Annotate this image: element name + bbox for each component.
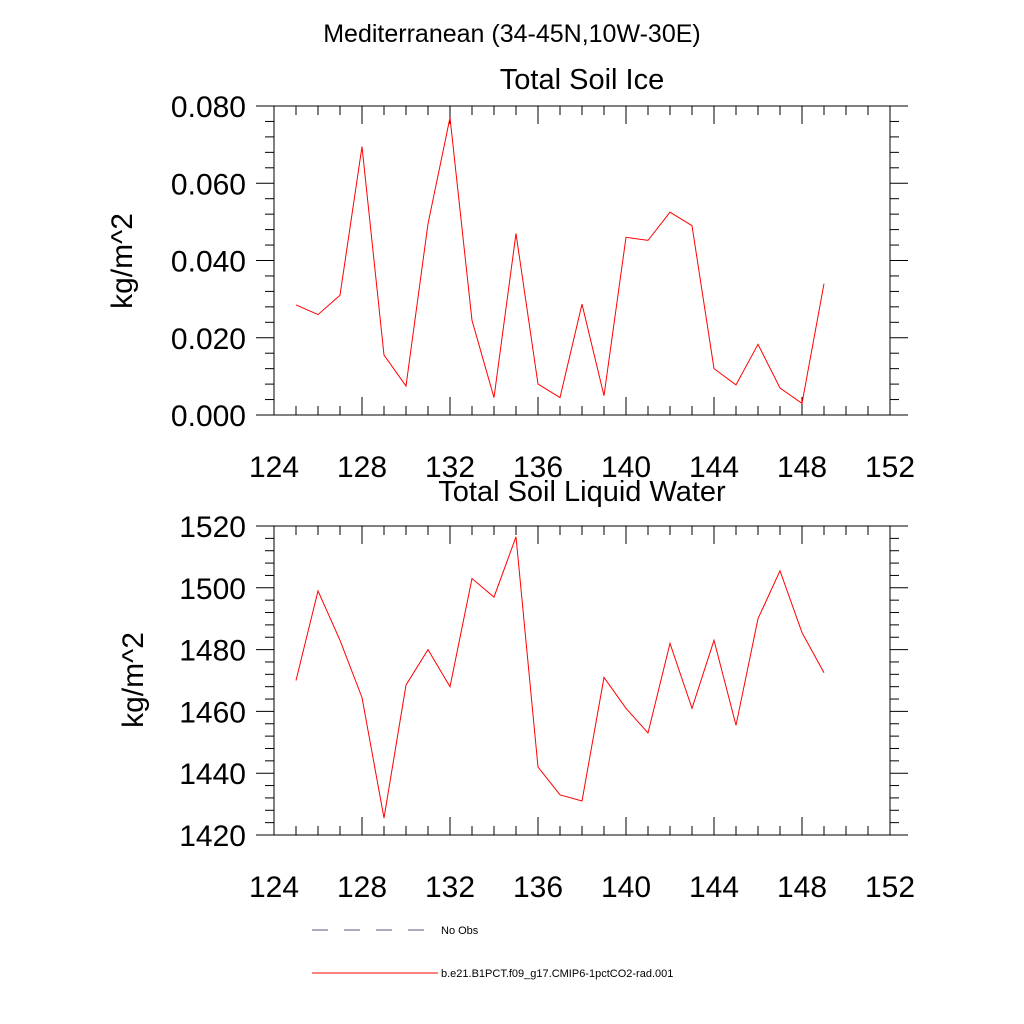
chart-soil-liquid-water: Total Soil Liquid Water kg/m^2 124 128 132… [117, 476, 915, 904]
x-tick-label: 152 [865, 451, 915, 484]
x-tick-label: 124 [249, 871, 299, 904]
plot-frame [273, 105, 891, 416]
y-axis-label: kg/m^2 [117, 632, 150, 728]
series-line [295, 536, 825, 819]
x-tick-label: 132 [425, 451, 475, 484]
y-axis-label: kg/m^2 [106, 213, 139, 309]
y-tick-label: 1520 [179, 511, 246, 544]
legend: No Obs b.e21.B1PCT.f09_g17.CMIP6-1pctCO2… [312, 925, 673, 980]
x-tick-label: 152 [865, 871, 915, 904]
legend-label-model: b.e21.B1PCT.f09_g17.CMIP6-1pctCO2-rad.00… [441, 968, 673, 980]
x-tick-label: 128 [337, 871, 387, 904]
y-tick-label: 0.020 [171, 323, 246, 356]
chart-title: Total Soil Ice [500, 64, 664, 96]
x-tick-label: 136 [513, 871, 563, 904]
x-tick-label: 148 [777, 451, 827, 484]
y-tick-label: 0.000 [171, 400, 246, 433]
y-tick-label: 1460 [179, 696, 246, 729]
y-tick-label: 0.060 [171, 168, 246, 201]
x-tick-label: 148 [777, 871, 827, 904]
y-tick-label: 1500 [179, 573, 246, 606]
series-line [295, 117, 825, 405]
chart-title: Total Soil Liquid Water [438, 476, 726, 508]
legend-label-no-obs: No Obs [441, 925, 479, 937]
page-title: Mediterranean (34-45N,10W-30E) [323, 20, 701, 48]
y-tick-label: 1420 [179, 820, 246, 853]
x-tick-label: 140 [601, 871, 651, 904]
chart-soil-ice: Total Soil Ice kg/m^2 124 128 132 136 140 144… [106, 64, 915, 484]
x-tick-label: 128 [337, 451, 387, 484]
x-tick-label: 132 [425, 871, 475, 904]
y-tick-label: 0.040 [171, 246, 246, 279]
x-tick-label: 124 [249, 451, 299, 484]
plot-frame [273, 525, 891, 836]
plot-area: 124 128 132 136 140 144 148 152 0.000 0.020 0.040 0… [171, 91, 915, 484]
plot-area: 124 128 132 136 140 144 148 152 1420 1440 1460 1480… [179, 511, 915, 904]
x-tick-label: 144 [689, 451, 739, 484]
y-tick-label: 1480 [179, 635, 246, 668]
y-tick-label: 0.080 [171, 91, 246, 124]
x-tick-label: 136 [513, 451, 563, 484]
y-tick-label: 1440 [179, 758, 246, 791]
x-tick-label: 144 [689, 871, 739, 904]
x-tick-label: 140 [601, 451, 651, 484]
